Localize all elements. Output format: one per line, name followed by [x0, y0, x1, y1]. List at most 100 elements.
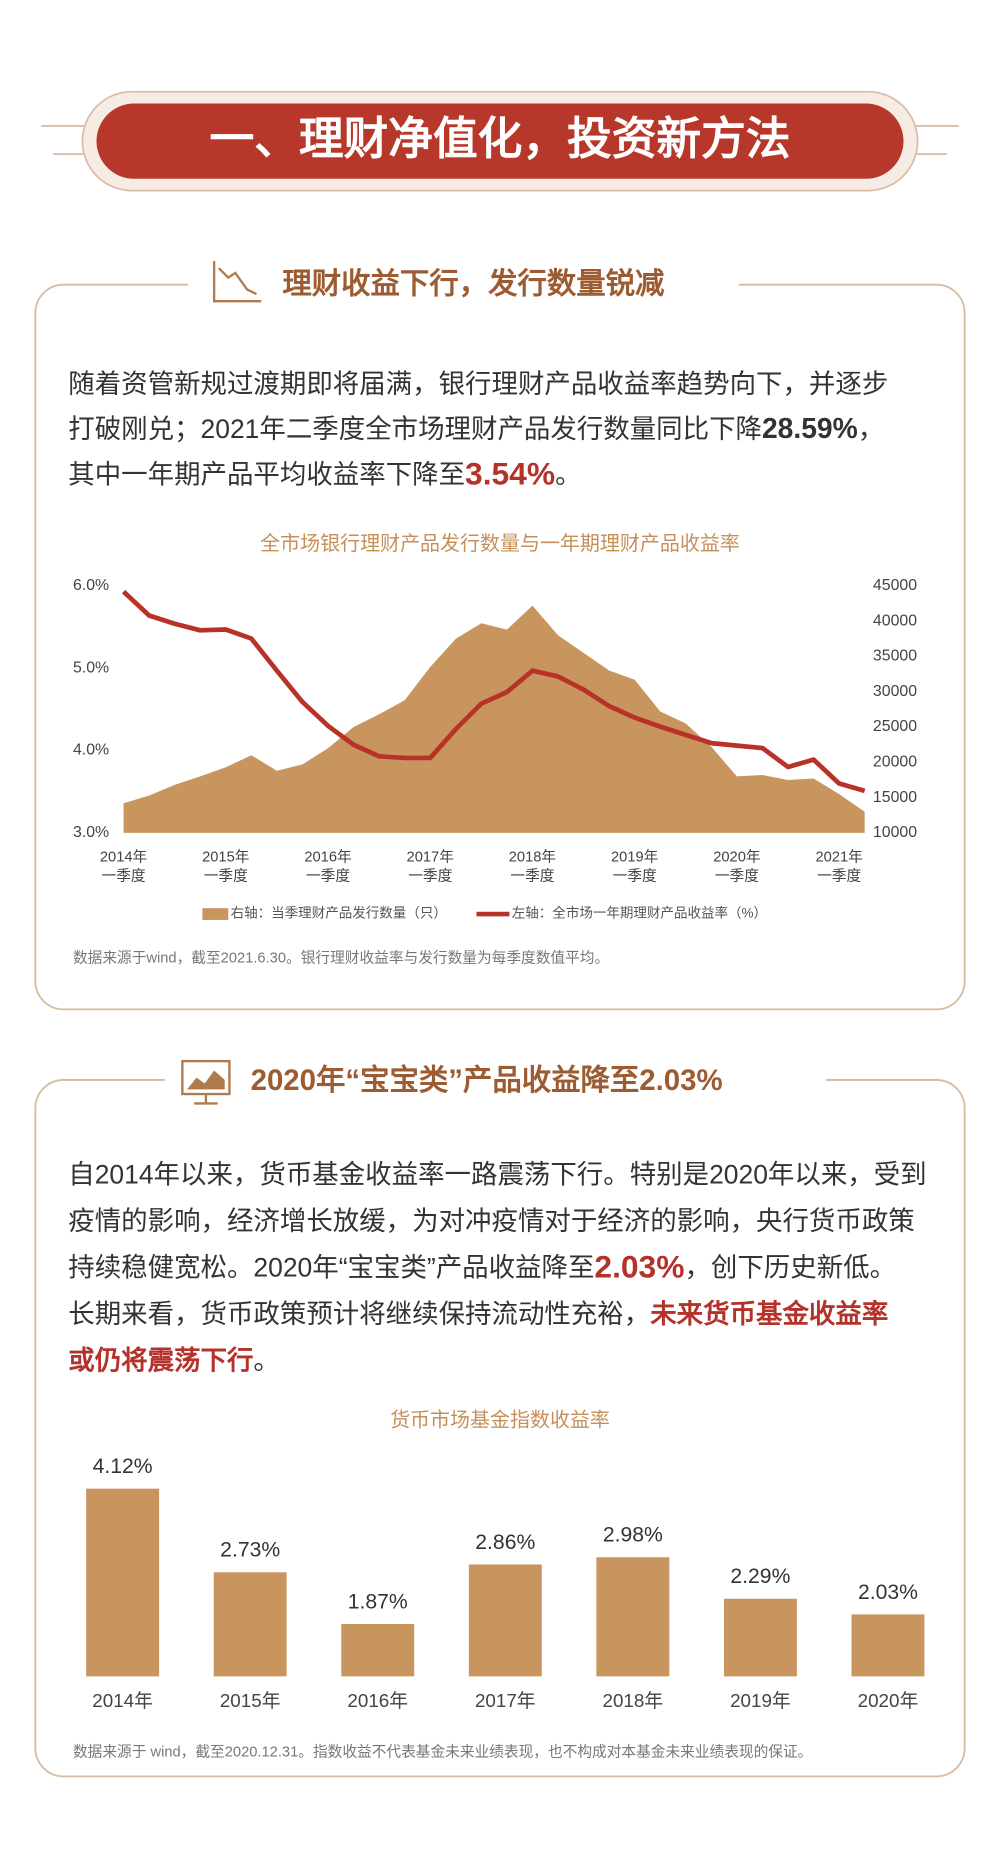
frame-gap: [188, 264, 739, 308]
y2-tick-label: 40000: [873, 612, 917, 629]
x-tick-line: 2018年: [509, 848, 557, 865]
text-run: 持续稳健宽松。2020年“宝宝类”产品收益降至: [68, 1252, 594, 1282]
x-tick-line: 一季度: [613, 867, 657, 884]
y-tick-label: 6.0%: [73, 577, 109, 594]
y2-tick-label: 30000: [873, 683, 917, 700]
header-title: 一、理财净值化，投资新方法: [210, 115, 791, 164]
x-tick-label: 2019年一季度: [611, 848, 659, 884]
y2-tick-label: 15000: [873, 789, 917, 806]
y2-tick-label: 35000: [873, 648, 917, 665]
text-run: ，创下历史新低。: [684, 1252, 896, 1282]
x-tick-label: 2016年: [347, 1690, 408, 1711]
paragraph-line: 其中一年期产品平均收益率下降至3.54%。: [68, 456, 581, 492]
x-tick-line: 一季度: [102, 867, 146, 884]
text-run: 疫情的影响，经济增长放缓，为对冲疫情对于经济的影响，央行货币政策: [68, 1206, 915, 1236]
text-run: ，: [858, 414, 884, 444]
text-run: 随着资管新规过渡期即将届满，银行理财产品收益率趋势向下，并逐步: [68, 369, 888, 399]
x-tick-line: 一季度: [510, 867, 554, 884]
text-run: 3.54%: [465, 456, 555, 492]
x-tick-label: 2016年一季度: [304, 848, 352, 884]
bar-value-label: 2.73%: [220, 1539, 280, 1562]
paragraph-line: 随着资管新规过渡期即将届满，银行理财产品收益率趋势向下，并逐步: [68, 369, 888, 399]
x-tick-label: 2017年一季度: [407, 848, 455, 884]
text-run: 未来货币基金收益率: [650, 1299, 888, 1329]
text-run: 或仍将震荡下行: [68, 1345, 253, 1375]
bar-value-label: 2.03%: [858, 1581, 918, 1604]
paragraph-line: 持续稳健宽松。2020年“宝宝类”产品收益降至2.03%，创下历史新低。: [68, 1249, 896, 1285]
frame-gap: [164, 1058, 826, 1102]
text-run: 其中一年期产品平均收益率下降至: [68, 459, 465, 489]
x-tick-label: 2017年: [475, 1690, 536, 1711]
y-tick-label: 3.0%: [73, 824, 109, 841]
bar-value-label: 4.12%: [93, 1455, 153, 1478]
x-tick-label: 2015年: [220, 1690, 281, 1711]
x-tick-label: 2015年一季度: [202, 848, 250, 884]
bar-value-label: 2.29%: [730, 1565, 790, 1588]
y2-tick-label: 25000: [873, 718, 917, 735]
y2-tick-label: 20000: [873, 753, 917, 770]
x-tick-line: 一季度: [306, 867, 350, 884]
paragraph-line: 疫情的影响，经济增长放缓，为对冲疫情对于经济的影响，央行货币政策: [68, 1206, 915, 1236]
y2-tick-label: 10000: [873, 824, 917, 841]
paragraph-line: 或仍将震荡下行。: [68, 1345, 280, 1375]
bar: [851, 1614, 925, 1677]
bar: [468, 1564, 542, 1677]
icon-monitor: [181, 1059, 231, 1105]
y-tick-label: 5.0%: [73, 659, 109, 676]
text-run: 。: [555, 459, 581, 489]
bar-value-label: 1.87%: [348, 1590, 408, 1613]
section-title: 2020年“宝宝类”产品收益降至2.03%: [251, 1063, 723, 1097]
source-note: 数据来源于 wind，截至2020.12.31。指数收益不代表基金未来业绩表现，…: [73, 1744, 812, 1761]
legend-label: 右轴：当季理财产品发行数量（只）: [231, 906, 447, 921]
y-tick-label: 4.0%: [73, 742, 109, 759]
legend-label: 左轴：全市场一年期理财产品收益率（%）: [512, 905, 767, 921]
x-tick-label: 2018年一季度: [509, 848, 557, 884]
text-run: 自2014年以来，货币基金收益率一路震荡下行。特别是2020年以来，受到: [68, 1159, 926, 1189]
source-note: 数据来源于wind，截至2021.6.30。银行理财收益率与发行数量为每季度数值…: [73, 950, 609, 967]
bar-value-label: 2.86%: [475, 1531, 535, 1554]
x-tick-label: 2021年一季度: [815, 848, 863, 884]
text-run: 打破刚兑；2021年二季度全市场理财产品发行数量同比下降: [68, 414, 762, 444]
text-run: 。: [253, 1345, 279, 1375]
x-tick-line: 2021年: [815, 848, 863, 865]
x-tick-line: 2015年: [202, 848, 250, 865]
x-tick-line: 2014年: [100, 848, 148, 865]
x-tick-line: 2020年: [713, 848, 761, 865]
text-run: 长期来看，货币政策预计将继续保持流动性充裕，: [68, 1299, 650, 1329]
paragraph-line: 长期来看，货币政策预计将继续保持流动性充裕，未来货币基金收益率: [68, 1299, 888, 1329]
chart-title: 货币市场基金指数收益率: [390, 1408, 610, 1431]
text-run: 28.59%: [762, 413, 858, 445]
bar: [596, 1557, 670, 1677]
x-tick-label: 2020年: [858, 1690, 919, 1711]
paragraph-line: 自2014年以来，货币基金收益率一路震荡下行。特别是2020年以来，受到: [68, 1159, 926, 1189]
text-run: 2.03%: [594, 1249, 684, 1285]
section-title: 理财收益下行，发行数量锐减: [282, 268, 665, 301]
legend-swatch: [202, 908, 229, 920]
paragraph-line: 打破刚兑；2021年二季度全市场理财产品发行数量同比下降28.59%，: [68, 413, 884, 445]
x-tick-line: 2019年: [611, 848, 659, 865]
chart-title: 全市场银行理财产品发行数量与一年期理财产品收益率: [260, 532, 740, 555]
x-tick-line: 一季度: [715, 867, 759, 884]
icon-decline: [212, 261, 262, 303]
x-tick-line: 2017年: [407, 848, 455, 865]
x-tick-line: 一季度: [817, 867, 861, 884]
y2-tick-label: 45000: [873, 577, 917, 594]
x-tick-label: 2014年: [92, 1690, 153, 1711]
x-tick-line: 一季度: [408, 867, 452, 884]
x-tick-label: 2019年: [730, 1690, 791, 1711]
banner: [96, 103, 904, 179]
area: [123, 605, 865, 833]
x-tick-label: 2018年: [603, 1690, 664, 1711]
bar: [341, 1624, 415, 1677]
x-tick-label: 2014年一季度: [100, 848, 148, 884]
bar: [86, 1488, 160, 1677]
bar: [213, 1572, 287, 1677]
line: [121, 589, 866, 794]
header-banner: 一、理财净值化，投资新方法: [41, 90, 959, 192]
x-tick-line: 2016年: [304, 848, 352, 865]
x-tick-label: 2020年一季度: [713, 848, 761, 884]
x-tick-line: 一季度: [204, 867, 248, 884]
bar: [723, 1598, 797, 1677]
bar-value-label: 2.98%: [603, 1524, 663, 1547]
